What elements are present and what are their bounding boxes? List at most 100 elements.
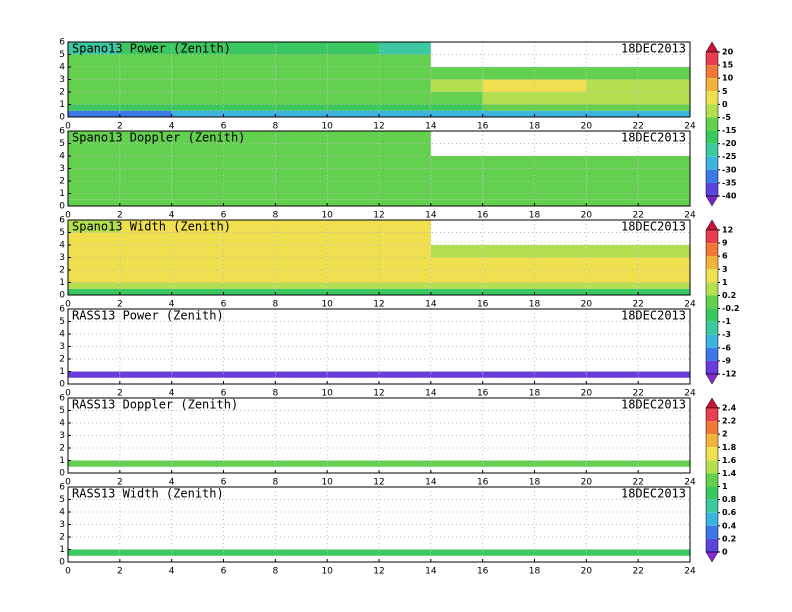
heatmap-cell bbox=[171, 92, 224, 105]
heatmap-cell bbox=[119, 104, 172, 111]
heatmap-cell bbox=[638, 168, 690, 181]
heatmap-cell bbox=[327, 54, 379, 67]
colorbar-segment bbox=[706, 91, 718, 105]
y-tick-label: 2 bbox=[59, 533, 65, 543]
heatmap-cell bbox=[171, 282, 224, 289]
heatmap-cell bbox=[327, 42, 379, 55]
y-tick-label: 0 bbox=[59, 113, 65, 123]
heatmap-cell bbox=[482, 270, 535, 283]
plot-frame bbox=[67, 41, 691, 118]
colorbar-label: -0.2 bbox=[722, 304, 740, 313]
y-tick-label: 3 bbox=[59, 75, 65, 85]
heatmap-cell bbox=[586, 168, 639, 181]
colorbar-label: 1.8 bbox=[722, 443, 737, 452]
heatmap-cell bbox=[275, 549, 328, 556]
x-tick-label: 12 bbox=[373, 389, 384, 399]
x-tick-label: 12 bbox=[373, 300, 384, 310]
x-tick-label: 2 bbox=[117, 211, 123, 221]
x-tick-label: 6 bbox=[221, 211, 227, 221]
heatmap-cell bbox=[68, 143, 120, 156]
heatmap-cell bbox=[586, 104, 639, 111]
heatmap-cell bbox=[534, 549, 587, 556]
x-tick-label: 8 bbox=[272, 389, 278, 399]
heatmap-cell bbox=[327, 270, 379, 283]
heatmap-cell bbox=[275, 193, 328, 200]
heatmap-cell bbox=[534, 67, 587, 80]
x-tick-label: 2 bbox=[117, 122, 123, 132]
colorbar-segment bbox=[706, 256, 718, 270]
x-tick-label: 14 bbox=[425, 567, 437, 577]
heatmap-cell bbox=[327, 282, 379, 289]
heatmap-cell bbox=[327, 245, 379, 258]
heatmap-cell bbox=[638, 110, 690, 117]
y-tick-label: 5 bbox=[59, 50, 65, 60]
y-tick-label: 2 bbox=[59, 355, 65, 365]
heatmap-cell bbox=[327, 168, 379, 181]
heatmap-cell bbox=[68, 232, 120, 245]
y-tick-label: 6 bbox=[59, 305, 65, 315]
heatmap-cell bbox=[638, 371, 690, 378]
heatmap-cell bbox=[223, 282, 276, 289]
x-tick-label: 24 bbox=[684, 211, 696, 221]
heatmap-cell bbox=[379, 131, 431, 144]
colorbar-segment bbox=[706, 78, 718, 92]
heatmap-cell bbox=[586, 79, 639, 92]
heatmap-cell bbox=[119, 257, 172, 270]
heatmap-cell bbox=[586, 460, 639, 467]
heatmap-cell bbox=[482, 245, 535, 258]
y-tick-label: 0 bbox=[59, 558, 65, 568]
heatmap-cell bbox=[430, 67, 483, 80]
heatmap-cell bbox=[275, 92, 328, 105]
heatmap-cell bbox=[534, 270, 587, 283]
heatmap-cell bbox=[534, 199, 587, 206]
x-tick-label: 14 bbox=[425, 300, 437, 310]
y-tick-label: 3 bbox=[59, 520, 65, 530]
heatmap-cell bbox=[119, 193, 172, 200]
heatmap-cell bbox=[379, 104, 431, 111]
y-tick-label: 4 bbox=[59, 419, 65, 429]
heatmap-cell bbox=[482, 257, 535, 270]
heatmap-cell bbox=[275, 371, 328, 378]
heatmap-cell bbox=[534, 92, 587, 105]
y-tick-label: 4 bbox=[59, 330, 65, 340]
heatmap-cell bbox=[482, 92, 535, 105]
heatmap-cell bbox=[534, 282, 587, 289]
colorbar-label: 0 bbox=[722, 100, 728, 109]
x-tick-label: 12 bbox=[373, 122, 384, 132]
y-tick-label: 6 bbox=[59, 394, 65, 404]
colorbar-label: 10 bbox=[722, 74, 734, 83]
x-tick-label: 6 bbox=[221, 300, 227, 310]
heatmap-cell bbox=[68, 460, 120, 467]
heatmap-cell bbox=[119, 110, 172, 117]
x-tick-label: 0 bbox=[65, 567, 71, 577]
colorbar-segment bbox=[706, 65, 718, 79]
plot-frame bbox=[67, 308, 691, 385]
colorbar-segment bbox=[706, 434, 718, 448]
x-tick-label: 14 bbox=[425, 211, 437, 221]
plot-frame bbox=[67, 130, 691, 207]
heatmap-cell bbox=[534, 110, 587, 117]
y-tick-label: 0 bbox=[59, 291, 65, 301]
heatmap-cell bbox=[223, 288, 276, 295]
heatmap-cell bbox=[638, 549, 690, 556]
heatmap-cell bbox=[482, 193, 535, 200]
heatmap-cell bbox=[119, 549, 172, 556]
x-tick-label: 18 bbox=[529, 211, 541, 221]
heatmap-cell bbox=[430, 193, 483, 200]
heatmap-cell bbox=[68, 104, 120, 111]
heatmap-cell bbox=[275, 270, 328, 283]
y-tick-label: 3 bbox=[59, 342, 65, 352]
heatmap-cell bbox=[275, 199, 328, 206]
heatmap-cell bbox=[68, 257, 120, 270]
heatmap-cell bbox=[586, 549, 639, 556]
colorbar-segment bbox=[706, 499, 718, 513]
colorbar-segment bbox=[706, 169, 718, 183]
x-tick-label: 16 bbox=[477, 122, 489, 132]
heatmap-cell bbox=[534, 460, 587, 467]
colorbar-label: -20 bbox=[722, 139, 737, 148]
heatmap-cell bbox=[586, 92, 639, 105]
x-tick-label: 24 bbox=[684, 478, 696, 488]
heatmap-cell bbox=[119, 79, 172, 92]
x-tick-label: 20 bbox=[581, 478, 593, 488]
